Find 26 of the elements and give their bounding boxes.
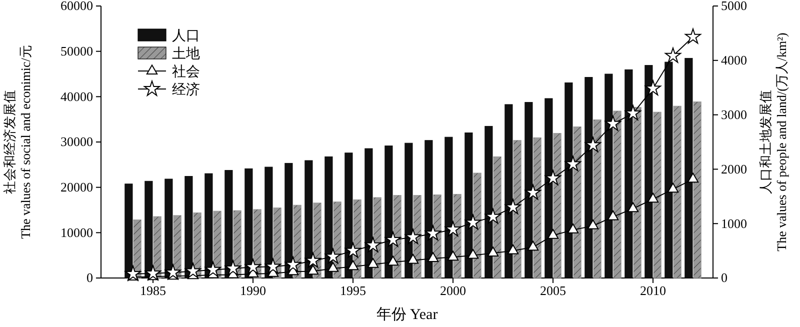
- y2-tick-label: 3000: [721, 106, 747, 122]
- y-tick-label: 40000: [60, 88, 93, 104]
- y-tick-label: 60000: [60, 0, 93, 14]
- x-tick-label: 1990: [240, 283, 266, 298]
- y2-tick-label: 1000: [721, 216, 747, 231]
- y-tick-label: 0: [86, 270, 93, 286]
- y2-axis-title: 人口和土地发展值 The values of people and land/(万人/km²): [758, 32, 789, 252]
- x-axis-title: 年份 Year: [376, 306, 438, 323]
- y-axis-title: 社会和经济发展值 The values of social and econimic/元: [2, 45, 33, 239]
- x-tick-label: 2005: [540, 283, 566, 298]
- y-tick-label: 20000: [60, 179, 93, 194]
- legend-label: 土地: [172, 46, 200, 62]
- x-tick-label: 1985: [140, 283, 166, 298]
- x-tick-label: 2010: [640, 283, 666, 298]
- y2-tick-label: 2000: [721, 161, 747, 176]
- legend-label: 社会: [172, 64, 200, 80]
- y-tick-label: 50000: [60, 43, 93, 58]
- x-tick-label: 1995: [340, 283, 366, 298]
- y-tick-label: 30000: [60, 134, 93, 150]
- x-tick-label: 2000: [440, 283, 466, 298]
- y-tick-label: 10000: [60, 224, 93, 240]
- y2-tick-label: 0: [721, 270, 728, 286]
- legend-label: 人口: [172, 28, 200, 44]
- y2-tick-label: 4000: [721, 52, 747, 68]
- y2-tick-label: 5000: [721, 0, 747, 14]
- legend-label: 经济: [172, 82, 200, 98]
